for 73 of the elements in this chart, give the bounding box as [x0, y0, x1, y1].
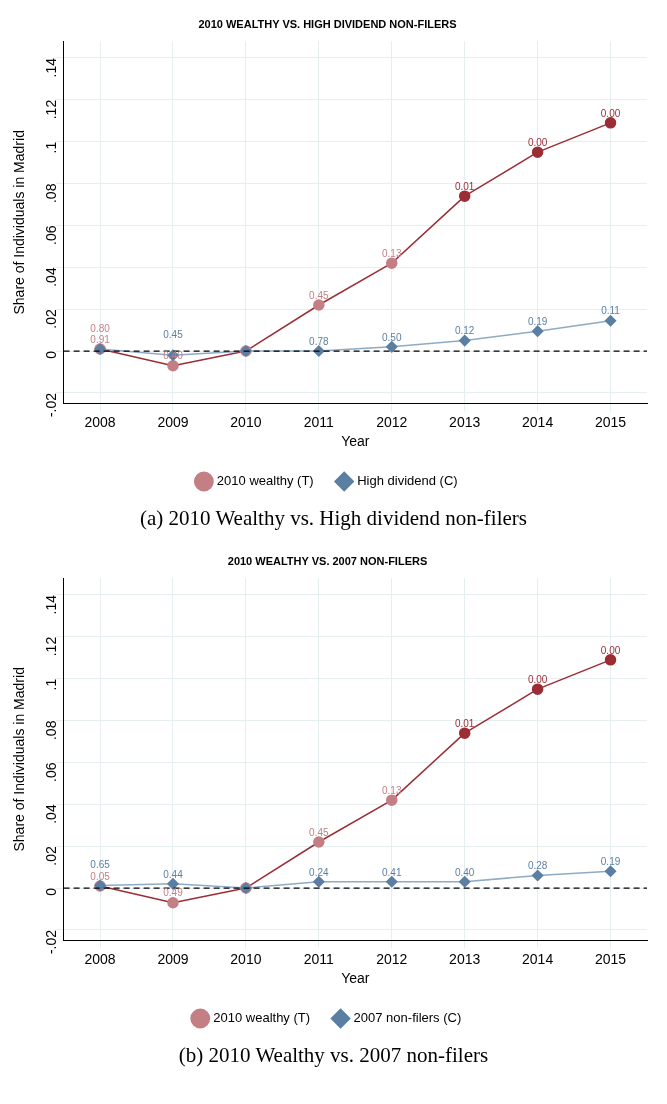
- y-axis-title: Share of Individuals in Madrid: [11, 130, 28, 315]
- x-tick-label: 2011: [303, 413, 335, 430]
- annotation: 0.91: [90, 333, 111, 345]
- annotation: 0.49: [163, 887, 184, 899]
- y-tick-label: .04: [43, 804, 60, 824]
- annotation: 0.45: [309, 826, 329, 838]
- annotation: 0.28: [527, 860, 548, 872]
- annotation: 0.00: [600, 644, 621, 656]
- x-tick-label: 2011: [303, 950, 335, 967]
- x-tick-label: 2013: [449, 413, 481, 430]
- annotation: 0.01: [454, 717, 475, 729]
- annotation: 0.05: [90, 870, 111, 882]
- annotation: 0.24: [309, 866, 329, 878]
- y-tick-label: .14: [43, 594, 60, 615]
- legend-label: 2007 non-filers (C): [353, 1010, 462, 1026]
- y-tick-label: .06: [43, 762, 60, 782]
- annotation: 0.50: [382, 331, 402, 343]
- chart-title: 2010 WEALTHY VS. 2007 NON-FILERS: [227, 554, 428, 567]
- y-tick-label: -.02: [43, 929, 60, 955]
- x-tick-label: 2015: [594, 413, 627, 430]
- annotation: 0.19: [600, 856, 621, 868]
- annotation: 0.40: [454, 866, 475, 878]
- legend-label: 2010 wealthy (T): [213, 1010, 311, 1026]
- y-tick-label: 0: [43, 350, 60, 359]
- x-tick-label: 2012: [376, 413, 408, 430]
- x-tick-label: 2008: [84, 950, 116, 967]
- y-tick-label: -.02: [43, 392, 60, 418]
- x-tick-label: 2012: [376, 950, 408, 967]
- y-tick-label: .08: [43, 183, 60, 204]
- x-tick-label: 2014: [522, 413, 554, 430]
- y-tick-label: .08: [43, 720, 60, 741]
- y-tick-label: .1: [43, 678, 60, 691]
- annotation: 0.00: [527, 673, 548, 685]
- annotation: 0.13: [382, 247, 402, 259]
- y-tick-label: .02: [43, 308, 60, 329]
- x-tick-label: 2009: [157, 413, 189, 430]
- annotation: 0.01: [454, 180, 475, 192]
- x-tick-label: 2008: [84, 413, 116, 430]
- annotation: 0.45: [309, 289, 329, 301]
- legend-label: High dividend (C): [357, 473, 458, 489]
- x-tick-label: 2010: [230, 413, 262, 430]
- y-tick-label: 0: [43, 887, 60, 896]
- chart-title: 2010 WEALTHY VS. HIGH DIVIDEND NON-FILERS: [198, 17, 457, 30]
- annotation: 0.44: [163, 868, 184, 880]
- annotation: 0.78: [309, 335, 329, 347]
- x-tick-label: 2009: [157, 950, 189, 967]
- x-axis-title: Year: [341, 433, 370, 450]
- annotation: 0.19: [527, 315, 548, 327]
- x-tick-label: 2013: [449, 950, 481, 967]
- annotation: 0.13: [382, 784, 402, 796]
- x-tick-label: 2014: [522, 950, 554, 967]
- y-tick-label: .14: [43, 57, 60, 78]
- annotation: 0.12: [454, 325, 475, 337]
- y-tick-label: .02: [43, 845, 60, 866]
- text: (b) 2010 Wealthy vs. 2007 non-filers: [177, 1043, 490, 1068]
- y-tick-label: .04: [43, 267, 60, 287]
- annotation: 0.80: [90, 322, 111, 334]
- annotation: 0.41: [382, 866, 402, 878]
- x-tick-label: 2010: [230, 950, 262, 967]
- annotation: 0.00: [600, 107, 621, 119]
- y-axis-title: Share of Individuals in Madrid: [11, 667, 28, 852]
- legend-label: 2010 wealthy (T): [216, 473, 314, 489]
- y-tick-label: .1: [43, 141, 60, 154]
- x-axis-title: Year: [341, 970, 370, 987]
- text: (a) 2010 Wealthy vs. High dividend non-filers: [139, 506, 528, 531]
- annotation: 0.45: [163, 329, 184, 340]
- annotation: 0.65: [90, 859, 111, 871]
- annotation: 0.00: [527, 136, 548, 148]
- annotation: 0.11: [601, 305, 621, 317]
- x-tick-label: 2015: [594, 950, 627, 967]
- y-tick-label: .12: [43, 636, 60, 657]
- y-tick-label: .12: [43, 99, 60, 120]
- y-tick-label: .06: [43, 225, 60, 245]
